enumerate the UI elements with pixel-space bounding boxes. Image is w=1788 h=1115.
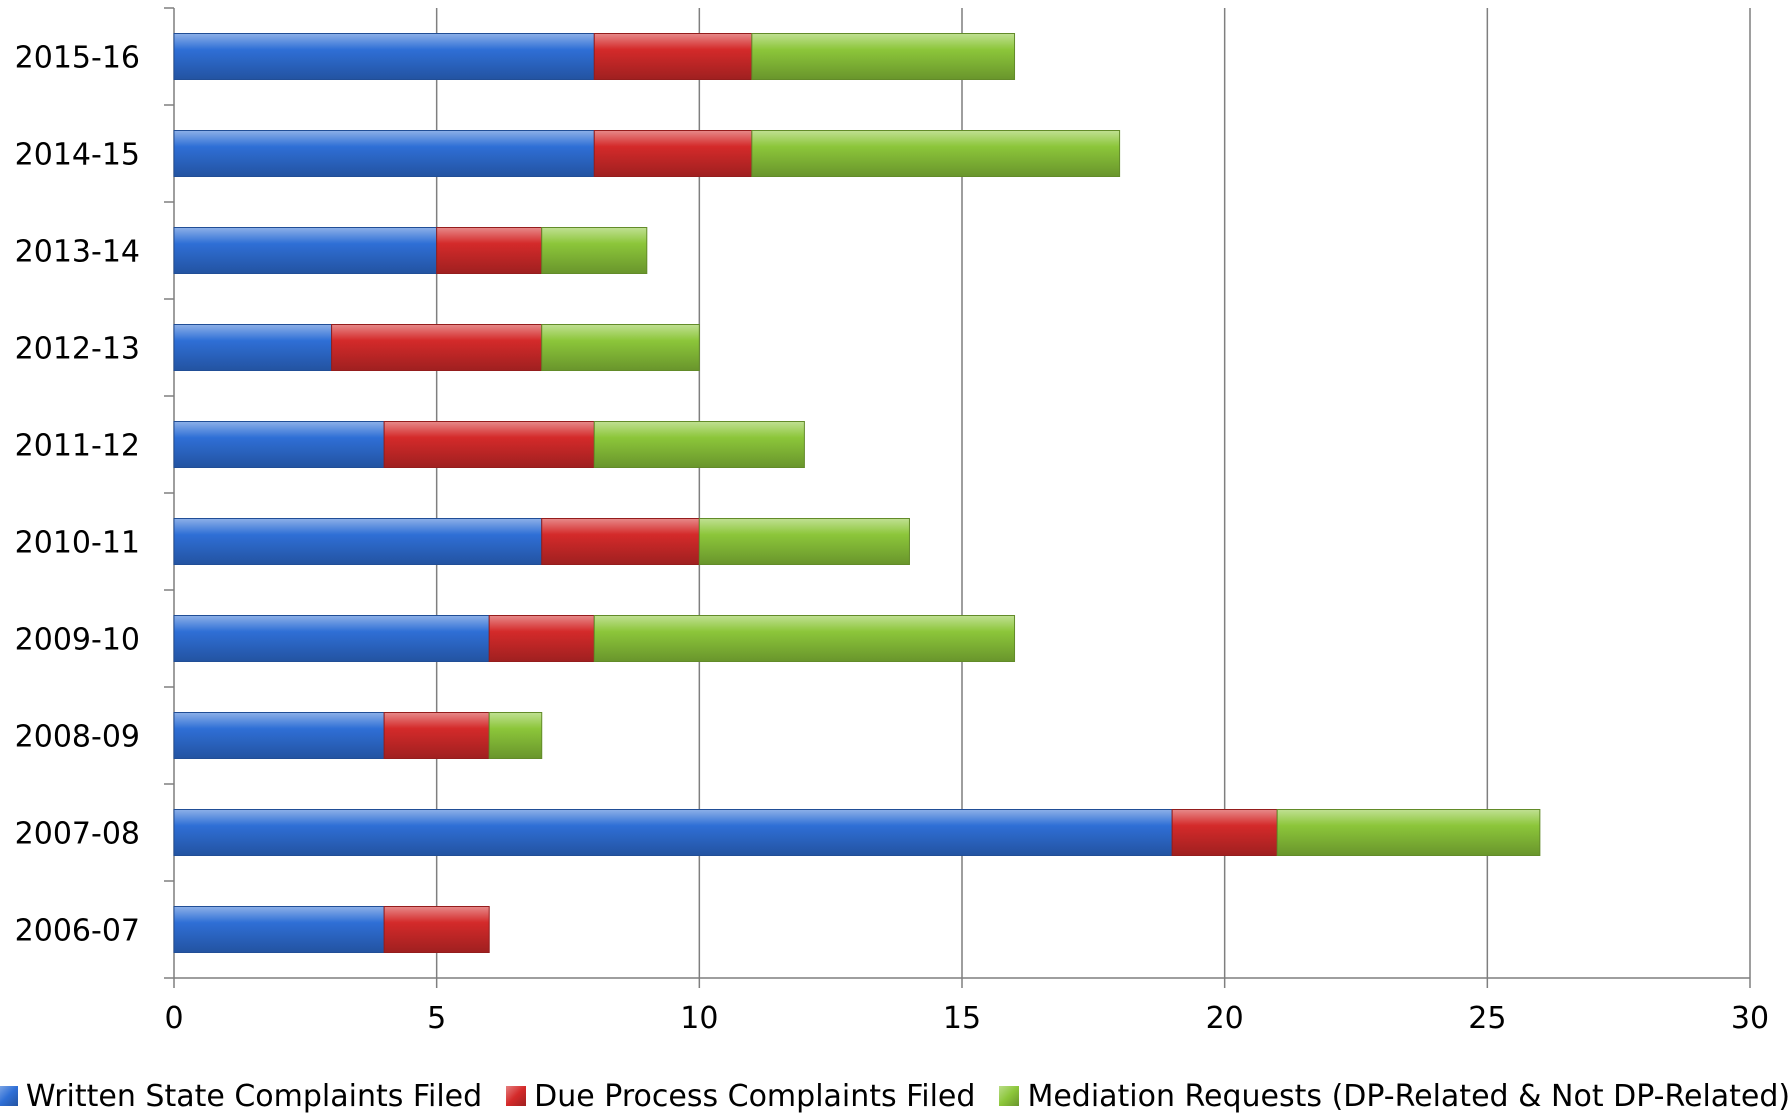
bar-segment [593,130,753,177]
bar-segment [173,227,438,274]
bar-segment [541,518,700,565]
bar-segment [593,615,1016,662]
bar-segment [173,712,385,759]
bar-segment [173,33,595,80]
bar-segment [383,906,490,953]
legend-item: Mediation Requests (DP-Related & Not DP-… [999,1079,1788,1114]
bar-segment [1276,809,1541,856]
x-tick-label: 25 [1468,1001,1506,1036]
bar-segment [383,712,490,759]
bar-segment [698,518,910,565]
y-tick-label: 2015-16 [15,41,140,76]
bar-segment [173,324,333,371]
bar-segment [173,809,1173,856]
bar-segment [488,615,595,662]
bar-segment [173,615,490,662]
bar-segment [593,33,753,80]
bar-segment [173,518,543,565]
y-tick-label: 2008-09 [15,720,140,755]
legend-swatch [506,1086,527,1106]
x-tick-label: 5 [427,1001,446,1036]
x-tick-label: 10 [680,1001,718,1036]
bar-segment [593,421,805,468]
y-tick-label: 2011-12 [15,429,140,464]
y-tick-label: 2007-08 [15,817,140,852]
legend-label: Mediation Requests (DP-Related & Not DP-… [1027,1078,1788,1114]
y-tick-label: 2010-11 [15,526,140,561]
bar-segment [383,421,595,468]
x-tick-label: 30 [1731,1001,1769,1036]
legend-item: Due Process Complaints Filed [506,1079,975,1114]
x-tick-label: 15 [943,1001,981,1036]
legend-label: Due Process Complaints Filed [534,1078,976,1114]
bar-segment [173,906,385,953]
bar-segment [173,130,595,177]
legend-item: Written State Complaints Filed [0,1079,482,1114]
bar-segment [488,712,543,759]
bar-segment [541,227,648,274]
legend-label: Written State Complaints Filed [25,1078,483,1114]
bar-segment [1171,809,1278,856]
bar-segment [541,324,700,371]
legend-swatch [999,1086,1020,1106]
bar-segment [436,227,543,274]
x-tick-label: 0 [164,1001,183,1036]
y-tick-label: 2013-14 [15,235,140,270]
bar-segment [751,33,1016,80]
y-tick-label: 2009-10 [15,623,140,658]
y-tick-label: 2006-07 [15,914,140,949]
y-tick-label: 2014-15 [15,138,140,173]
y-tick-label: 2012-13 [15,332,140,367]
legend: Written State Complaints Filed Due Proces… [0,1078,1788,1114]
legend-swatch [0,1086,18,1106]
bar-segment [331,324,543,371]
bar-segment [751,130,1121,177]
x-tick-label: 20 [1206,1001,1244,1036]
bar-segment [173,421,385,468]
